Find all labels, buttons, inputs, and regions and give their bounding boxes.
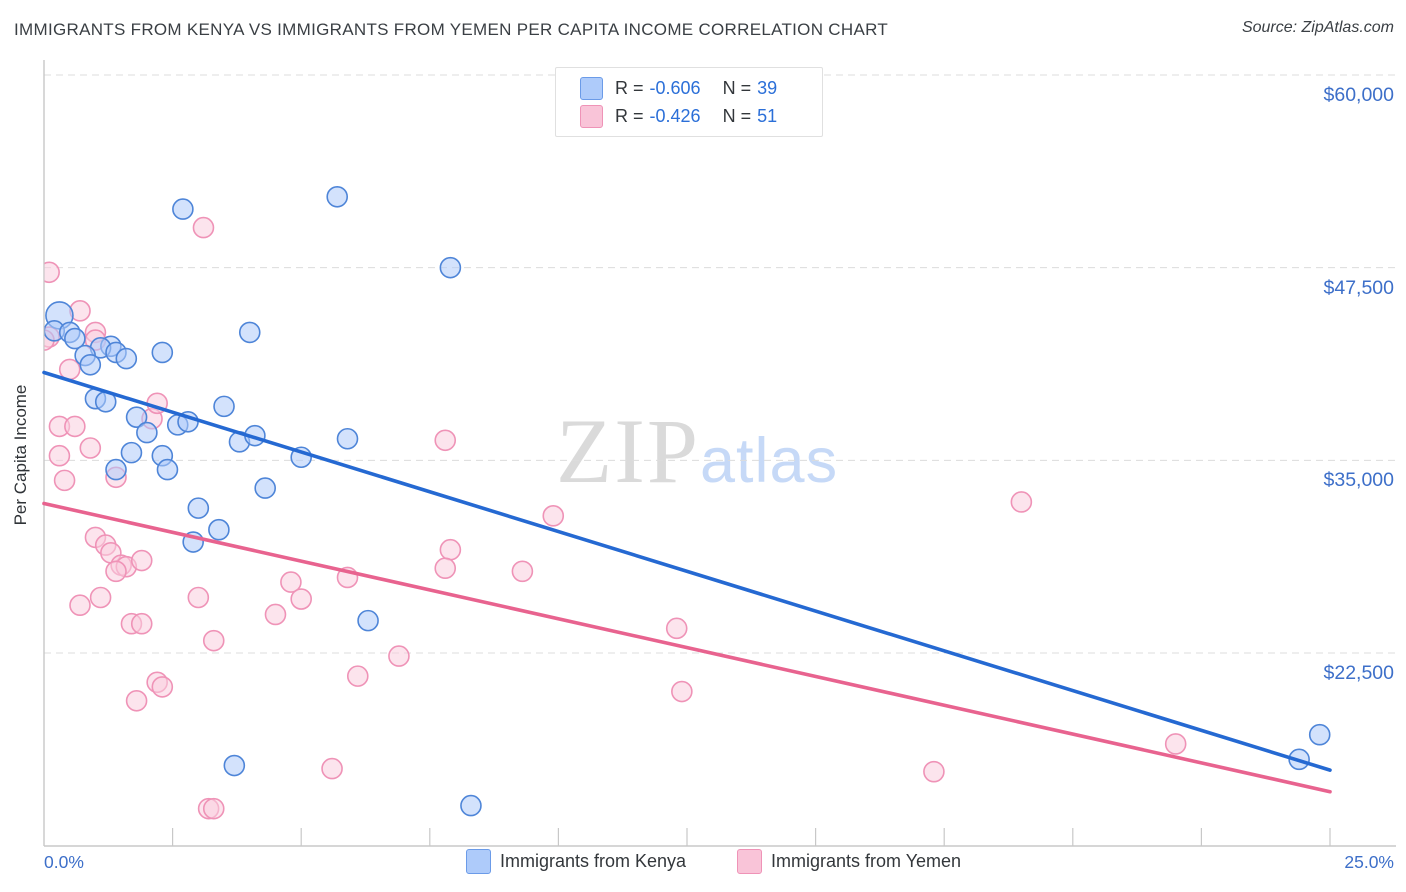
data-point-yemen[interactable] [264,603,287,626]
data-point-kenya[interactable] [136,421,158,444]
n-label: N = [722,105,752,126]
r-value-yemen: -0.426 [649,105,701,126]
y-tick-label-22500: $22,500 [1323,662,1395,684]
data-point-yemen[interactable] [923,760,945,783]
data-point-kenya[interactable] [213,395,235,418]
n-value-kenya: 39 [757,77,778,98]
data-point-yemen[interactable] [125,689,148,712]
r-label: R = [615,105,644,126]
data-point-yemen[interactable] [69,594,91,617]
bottom-legend-yemen-label: Immigrants from Yemen [771,851,962,871]
data-point-kenya[interactable] [120,441,143,464]
data-point-kenya[interactable] [64,327,86,350]
watermark-zip: ZIP [556,400,700,502]
data-point-kenya[interactable] [156,458,179,481]
data-point-kenya[interactable] [223,754,246,777]
data-point-kenya[interactable] [151,341,174,364]
data-point-yemen[interactable] [542,505,565,527]
yemen-swatch-icon [737,849,762,874]
data-point-yemen[interactable] [202,629,225,652]
yemen-swatch-icon [580,104,603,128]
data-point-yemen[interactable] [671,680,693,703]
zipatlas-watermark: ZIP atlas [556,398,838,504]
y-tick-label-60000: $60,000 [1323,84,1395,106]
data-point-yemen[interactable] [48,444,71,467]
source-credit: Source: ZipAtlas.com [1241,19,1394,36]
data-point-kenya[interactable] [187,497,210,519]
r-label: R = [615,77,644,98]
data-point-yemen[interactable] [290,588,313,610]
data-point-yemen[interactable] [388,645,410,667]
data-point-yemen[interactable] [1164,733,1187,755]
data-point-kenya[interactable] [79,353,102,376]
data-point-kenya[interactable] [208,518,230,541]
correlation-legend: R = -0.606 N = 39 R = -0.426 N = 51 [555,67,823,137]
data-point-kenya[interactable] [254,477,276,499]
data-point-kenya[interactable] [115,347,138,370]
bottom-legend-kenya-label: Immigrants from Kenya [500,851,687,871]
data-point-yemen[interactable] [511,560,534,583]
trendline-yemen [42,501,1332,794]
data-point-yemen[interactable] [187,586,210,609]
data-point-yemen[interactable] [64,415,86,438]
data-point-yemen[interactable] [346,665,369,687]
data-point-yemen[interactable] [130,549,153,572]
data-point-kenya[interactable] [125,406,148,428]
page-title: IMMIGRANTS FROM KENYA VS IMMIGRANTS FROM… [14,20,889,39]
data-point-kenya[interactable] [172,198,194,220]
watermark-atlas: atlas [700,426,839,496]
data-point-yemen[interactable] [151,676,174,698]
bottom-legend-yemen[interactable]: Immigrants from Yemen [737,849,961,874]
kenya-swatch-icon [466,849,491,874]
bottom-legend-kenya[interactable]: Immigrants from Kenya [466,849,686,874]
data-point-kenya[interactable] [439,256,462,279]
data-point-kenya[interactable] [326,185,349,208]
n-value-yemen: 51 [757,105,778,126]
y-tick-label-47500: $47,500 [1323,276,1395,299]
data-point-yemen[interactable] [321,757,343,780]
n-label: N = [722,77,752,98]
data-point-yemen[interactable] [1010,491,1033,513]
data-point-yemen[interactable] [439,538,462,561]
x-axis-max-label: 25.0% [1344,852,1394,872]
data-point-yemen[interactable] [280,571,302,593]
x-axis-min-label: 0.0% [44,852,84,872]
data-point-yemen[interactable] [665,617,688,640]
kenya-swatch-icon [580,76,603,100]
data-point-yemen[interactable] [192,216,215,239]
y-tick-label-35000: $35,000 [1323,469,1395,492]
data-point-kenya[interactable] [460,794,482,817]
data-point-kenya[interactable] [105,458,127,481]
legend-row-kenya: R = -0.606 N = 39 [580,75,810,101]
data-point-yemen[interactable] [202,797,225,820]
trendline-kenya [42,370,1332,772]
data-point-yemen[interactable] [105,560,127,583]
data-point-yemen[interactable] [434,429,457,452]
r-value-kenya: -0.606 [649,77,701,98]
points-layer [39,185,1331,820]
data-point-kenya[interactable] [336,427,359,450]
data-point-yemen[interactable] [130,612,153,635]
data-point-yemen[interactable] [434,557,457,580]
data-point-kenya[interactable] [238,321,261,344]
data-point-yemen[interactable] [79,437,102,459]
data-point-yemen[interactable] [89,586,112,609]
data-point-kenya[interactable] [357,609,379,632]
data-point-yemen[interactable] [39,261,60,284]
legend-row-yemen: R = -0.426 N = 51 [580,103,810,129]
data-point-yemen[interactable] [53,469,76,492]
data-point-kenya[interactable] [1308,723,1331,746]
